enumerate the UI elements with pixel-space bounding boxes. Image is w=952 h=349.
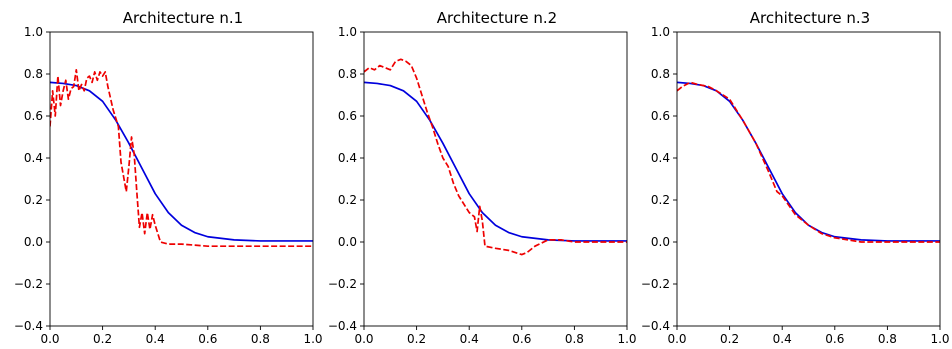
x-tick-label: 0.8 bbox=[878, 332, 897, 346]
y-tick-label: 0.6 bbox=[338, 109, 357, 123]
y-tick-label: −0.4 bbox=[14, 319, 43, 333]
y-tick-label: 0.2 bbox=[24, 193, 43, 207]
y-tick-label: 0.2 bbox=[651, 193, 670, 207]
y-tick-label: 1.0 bbox=[24, 25, 43, 39]
y-tick-label: 1.0 bbox=[338, 25, 357, 39]
x-tick-label: 0.8 bbox=[251, 332, 270, 346]
y-tick-label: 0.4 bbox=[651, 151, 670, 165]
x-tick-label: 0.4 bbox=[460, 332, 479, 346]
plot-frame bbox=[363, 31, 628, 327]
x-tick-label: 1.0 bbox=[617, 332, 636, 346]
chart-title: Architecture n.2 bbox=[437, 9, 557, 27]
y-tick-label: 0.6 bbox=[24, 109, 43, 123]
x-tick-label: 0.6 bbox=[512, 332, 531, 346]
x-tick-label: 1.0 bbox=[303, 332, 322, 346]
series-line-solid-blue bbox=[677, 81, 940, 242]
series-line-dashed-red bbox=[50, 68, 313, 248]
chart-panel-architecture-1: Architecture n.1 0.0 0.2 0.4 0.6 0.8 1.0 −0.4 −… bbox=[14, 9, 323, 346]
plot-frame bbox=[676, 31, 941, 327]
y-tick-label: 0.8 bbox=[651, 67, 670, 81]
x-tick-label: 0.2 bbox=[407, 332, 426, 346]
x-tick-label: 0.8 bbox=[565, 332, 584, 346]
x-tick-label: 0.0 bbox=[40, 332, 59, 346]
y-tick-label: 0.0 bbox=[338, 235, 357, 249]
x-tick-label: 0.0 bbox=[354, 332, 373, 346]
series-line-solid-blue bbox=[50, 81, 313, 242]
y-tick-label: 0.8 bbox=[338, 67, 357, 81]
chart-title: Architecture n.1 bbox=[123, 9, 243, 27]
y-tick-label: 0.8 bbox=[24, 67, 43, 81]
y-tick-label: −0.2 bbox=[14, 277, 43, 291]
y-tick-label: 1.0 bbox=[651, 25, 670, 39]
y-tick-label: 0.6 bbox=[651, 109, 670, 123]
series-line-dashed-red bbox=[677, 81, 940, 243]
x-tick-label: 0.0 bbox=[667, 332, 686, 346]
y-tick-label: −0.2 bbox=[328, 277, 357, 291]
y-tick-label: −0.4 bbox=[328, 319, 357, 333]
x-tick-label: 0.6 bbox=[825, 332, 844, 346]
plot-frame bbox=[49, 31, 314, 327]
x-tick-label: 0.4 bbox=[773, 332, 792, 346]
y-tick-label: 0.2 bbox=[338, 193, 357, 207]
series-line-dashed-red bbox=[364, 58, 627, 256]
x-tick-label: 0.4 bbox=[146, 332, 165, 346]
x-tick-label: 0.6 bbox=[198, 332, 217, 346]
series-line-solid-blue bbox=[364, 81, 627, 242]
chart-title: Architecture n.3 bbox=[750, 9, 870, 27]
x-tick-label: 1.0 bbox=[930, 332, 949, 346]
y-tick-label: 0.0 bbox=[651, 235, 670, 249]
y-tick-label: 0.4 bbox=[338, 151, 357, 165]
chart-panel-architecture-2: Architecture n.2 0.0 0.2 0.4 0.6 0.8 1.0 −0.4 −… bbox=[328, 9, 637, 346]
y-tick-label: 0.0 bbox=[24, 235, 43, 249]
x-tick-label: 0.2 bbox=[720, 332, 739, 346]
y-tick-label: 0.4 bbox=[24, 151, 43, 165]
chart-panel-architecture-3: Architecture n.3 0.0 0.2 0.4 0.6 0.8 1.0 −0.4 −… bbox=[641, 9, 950, 346]
y-tick-label: −0.4 bbox=[641, 319, 670, 333]
y-tick-label: −0.2 bbox=[641, 277, 670, 291]
x-tick-label: 0.2 bbox=[93, 332, 112, 346]
